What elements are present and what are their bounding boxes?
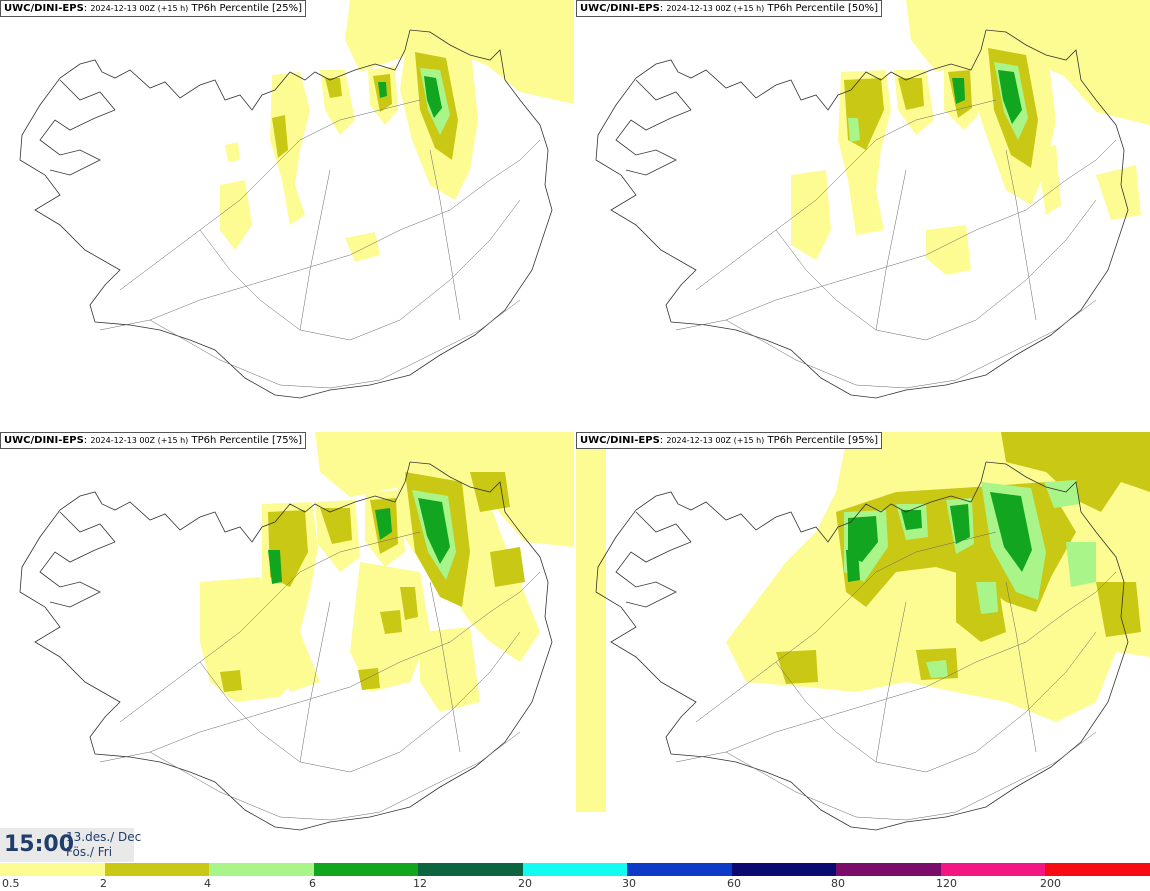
- panel-title: UWC/DINI-EPS: 2024-12-13 00Z (+15 h) TP6…: [576, 432, 883, 449]
- valid-date: 13.des./ Dec Fös./ Fri: [66, 830, 141, 860]
- coastline: [19, 461, 553, 831]
- precip-field: [200, 432, 574, 712]
- legend-label: 200: [1040, 877, 1061, 890]
- valid-time: 15:00: [4, 832, 75, 857]
- map-panel-p75: UWC/DINI-EPS: 2024-12-13 00Z (+15 h) TP6…: [0, 432, 574, 860]
- map-canvas: [19, 432, 574, 831]
- coastline: [595, 29, 1129, 399]
- legend-swatch: [1045, 863, 1150, 876]
- map-canvas: [576, 432, 1150, 831]
- legend-label: 80: [831, 877, 845, 890]
- map-canvas: [595, 0, 1150, 399]
- field-name: TP6h Percentile [25%]: [191, 3, 303, 14]
- color-legend: [0, 863, 1150, 876]
- model-name: UWC/DINI-EPS: [580, 435, 660, 446]
- map-panel-p25: UWC/DINI-EPS: 2024-12-13 00Z (+15 h) TP6…: [0, 0, 574, 428]
- map-panel-p95: UWC/DINI-EPS: 2024-12-13 00Z (+15 h) TP6…: [576, 432, 1150, 860]
- legend-swatch: [0, 863, 105, 876]
- legend-swatch: [940, 863, 1046, 876]
- panel-title: UWC/DINI-EPS: 2024-12-13 00Z (+15 h) TP6…: [0, 432, 307, 449]
- run-time: 2024-12-13 00Z (+15 h): [90, 4, 189, 13]
- legend-swatch: [731, 863, 837, 876]
- precip-field: [220, 0, 574, 262]
- precip-field: [791, 0, 1150, 275]
- model-name: UWC/DINI-EPS: [4, 435, 84, 446]
- roads: [675, 99, 1117, 389]
- map-canvas: [19, 0, 574, 399]
- coastline: [595, 461, 1129, 831]
- legend-swatch: [209, 863, 314, 876]
- field-name: TP6h Percentile [95%]: [767, 435, 879, 446]
- legend-label: 60: [727, 877, 741, 890]
- roads: [675, 531, 1117, 821]
- valid-time-box: [0, 828, 134, 862]
- legend-label: 120: [936, 877, 957, 890]
- panel-title: UWC/DINI-EPS: 2024-12-13 00Z (+15 h) TP6…: [0, 0, 307, 17]
- field-name: TP6h Percentile [50%]: [767, 3, 879, 14]
- model-name: UWC/DINI-EPS: [580, 3, 660, 14]
- legend-swatch: [313, 863, 419, 876]
- roads: [99, 531, 541, 821]
- precip-field: [576, 432, 1150, 812]
- legend-label: 6: [309, 877, 316, 890]
- run-time: 2024-12-13 00Z (+15 h): [666, 436, 765, 445]
- legend-label: 12: [413, 877, 427, 890]
- roads: [99, 99, 541, 389]
- run-time: 2024-12-13 00Z (+15 h): [666, 4, 765, 13]
- valid-date-line1: 13.des./ Dec: [66, 830, 142, 844]
- legend-swatch: [418, 863, 523, 876]
- legend-label: 0.5: [2, 877, 20, 890]
- run-time: 2024-12-13 00Z (+15 h): [90, 436, 189, 445]
- model-name: UWC/DINI-EPS: [4, 3, 84, 14]
- legend-swatch: [104, 863, 210, 876]
- panel-title: UWC/DINI-EPS: 2024-12-13 00Z (+15 h) TP6…: [576, 0, 883, 17]
- field-name: TP6h Percentile [75%]: [191, 435, 303, 446]
- legend-labels: 0.5 2 4 6 12 20 30 60 80 120 200: [0, 876, 1150, 891]
- legend-swatch: [627, 863, 732, 876]
- valid-date-line2: Fös./ Fri: [66, 845, 113, 859]
- coastline: [19, 29, 553, 399]
- legend-label: 20: [518, 877, 532, 890]
- legend-label: 30: [622, 877, 636, 890]
- legend-swatch: [522, 863, 628, 876]
- legend-swatch: [836, 863, 941, 876]
- legend-label: 4: [204, 877, 211, 890]
- map-panel-p50: UWC/DINI-EPS: 2024-12-13 00Z (+15 h) TP6…: [576, 0, 1150, 428]
- legend-label: 2: [100, 877, 107, 890]
